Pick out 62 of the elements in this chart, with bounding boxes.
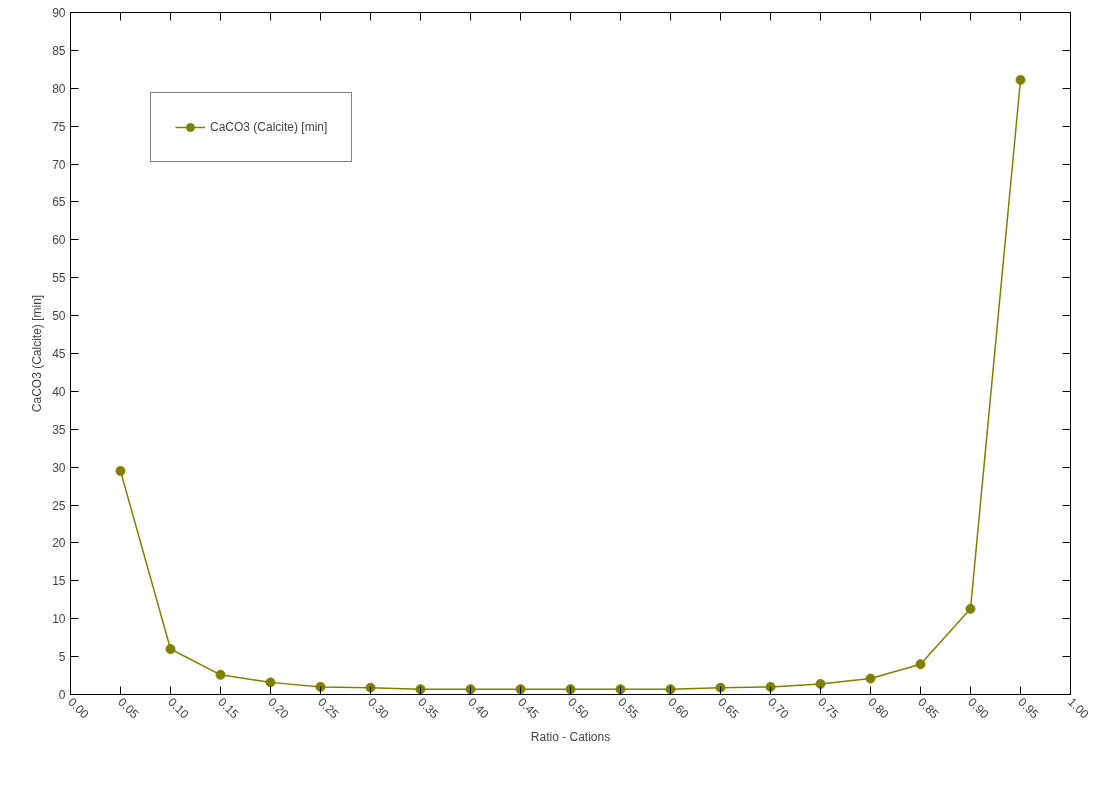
point bbox=[815, 678, 826, 689]
point bbox=[215, 669, 226, 680]
y-tick-label: 10 bbox=[52, 612, 66, 627]
point bbox=[865, 673, 876, 684]
y-tick-label: 85 bbox=[52, 43, 66, 58]
point bbox=[665, 684, 676, 695]
x-tick-label: 0.50 bbox=[565, 694, 592, 722]
y-axis-title: CaCO3 (Calcite) [min] bbox=[30, 294, 45, 413]
x-tick-label: 0.05 bbox=[115, 694, 142, 722]
x-tick-label: 0.55 bbox=[615, 694, 642, 722]
x-tick-label: 0.70 bbox=[765, 694, 792, 722]
point bbox=[515, 684, 526, 695]
x-tick-label: 0.10 bbox=[165, 694, 192, 722]
y-tick-label: 80 bbox=[52, 81, 66, 96]
point bbox=[465, 684, 476, 695]
x-tick-label: 0.30 bbox=[365, 694, 392, 722]
y-tick-label: 70 bbox=[52, 157, 66, 172]
point bbox=[965, 603, 976, 614]
x-tick-label: 0.85 bbox=[915, 694, 942, 722]
y-tick-label: 90 bbox=[52, 6, 66, 20]
x-tick-label: 0.75 bbox=[815, 694, 842, 722]
x-tick-label: 0.80 bbox=[865, 694, 892, 722]
y-tick-label: 30 bbox=[52, 460, 66, 475]
y-tick-label: 60 bbox=[52, 233, 66, 248]
y-tick-label: 45 bbox=[52, 347, 66, 361]
x-tick-label: 0.40 bbox=[465, 694, 492, 722]
point bbox=[1015, 74, 1026, 85]
point bbox=[715, 682, 726, 693]
y-tick-label: 55 bbox=[52, 271, 66, 286]
y-tick-label: 75 bbox=[52, 119, 66, 134]
x-tick-label: 0.90 bbox=[965, 694, 992, 722]
point bbox=[415, 684, 426, 695]
x-tick-label: 0.65 bbox=[715, 694, 742, 722]
y-tick-label: 20 bbox=[52, 536, 66, 551]
y-tick-label: 0 bbox=[58, 688, 66, 702]
x-tick-label: 0.25 bbox=[315, 694, 342, 722]
x-tick-label: 0.60 bbox=[665, 694, 692, 722]
x-tick-label: 0.35 bbox=[415, 694, 442, 722]
point bbox=[165, 644, 176, 655]
point bbox=[615, 684, 626, 695]
x-tick-label: 0.15 bbox=[215, 694, 242, 722]
x-tick-label: 0.00 bbox=[65, 694, 92, 722]
y-tick-label: 35 bbox=[52, 422, 66, 437]
x-tick-label: 1.00 bbox=[1065, 694, 1092, 722]
point bbox=[115, 465, 126, 476]
y-tick-label: 5 bbox=[58, 650, 66, 665]
point bbox=[265, 677, 276, 688]
x-axis-title: Ratio - Cations bbox=[530, 730, 611, 745]
y-tick-label: 65 bbox=[52, 195, 66, 210]
y-tick-label: 25 bbox=[52, 498, 66, 513]
x-tick-label: 0.20 bbox=[265, 694, 292, 722]
x-tick-label: 0.45 bbox=[515, 694, 542, 722]
legend-label: CaCO3 (Calcite) [min] bbox=[210, 120, 328, 134]
point bbox=[565, 684, 576, 695]
y-tick-label: 15 bbox=[52, 574, 66, 589]
x-tick-label: 0.95 bbox=[1015, 694, 1042, 722]
y-tick-label: 40 bbox=[52, 384, 66, 399]
point bbox=[315, 681, 326, 692]
point bbox=[915, 659, 926, 670]
y-tick-label: 50 bbox=[52, 309, 66, 324]
point bbox=[765, 681, 776, 692]
point bbox=[365, 682, 376, 693]
